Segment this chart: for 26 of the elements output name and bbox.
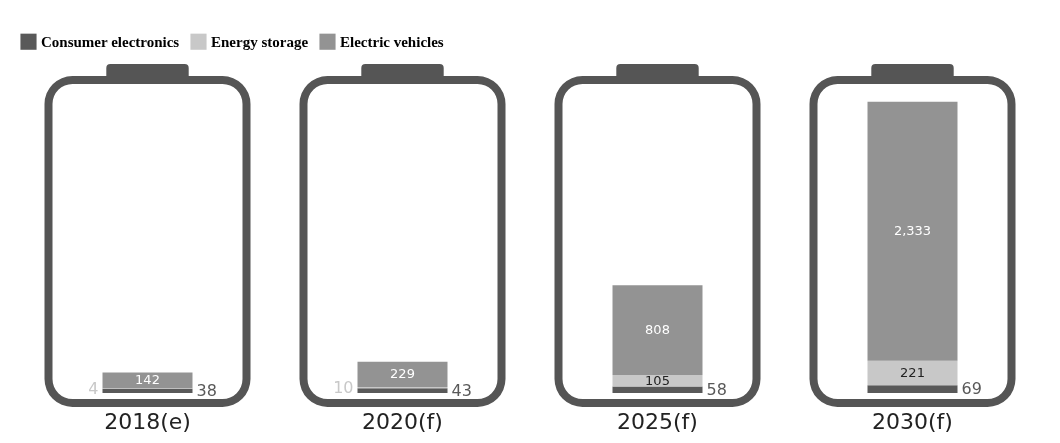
bar [357,361,448,388]
x-tick-label: 2030(f) [872,408,953,434]
data-label: 43 [451,380,472,400]
data-label: 229 [390,366,415,382]
legend-label: Electric vehicles [340,33,444,50]
data-label: 69 [961,379,982,399]
bar [612,386,703,393]
bar [867,360,958,386]
data-label: 808 [645,322,670,338]
bar [867,385,958,393]
bar [102,388,193,393]
data-label: 105 [645,372,670,388]
data-label: 2,333 [893,223,932,239]
legend-label: Consumer electronics [41,33,180,50]
bar [612,285,703,375]
legend-label: Energy storage [211,33,309,50]
bar [612,374,703,387]
x-tick-label: 2025(f) [617,408,698,434]
bar [357,388,448,393]
data-label: 142 [135,372,160,388]
x-tick-label: 2020(f) [362,408,443,434]
x-tick-label: 2018(e) [104,408,191,434]
data-label: 221 [900,365,925,381]
data-label: 38 [196,380,217,400]
data-label: 58 [706,379,727,399]
bar [102,372,193,389]
